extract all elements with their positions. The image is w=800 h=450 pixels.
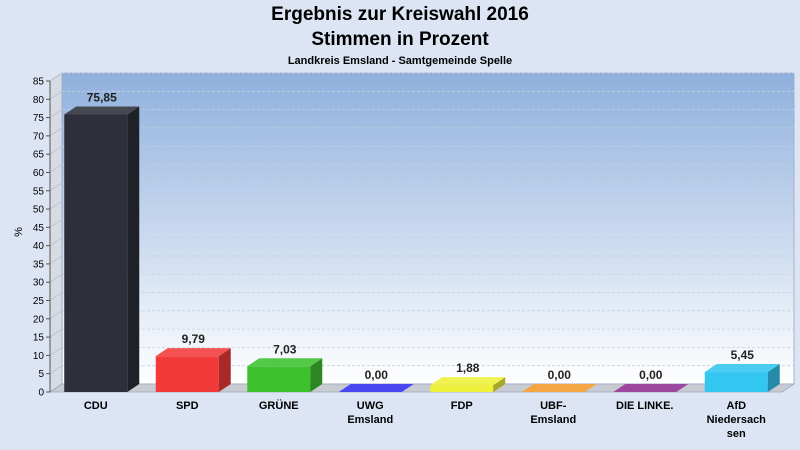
gridline-side: [49, 90, 63, 100]
bar-ubf-emsland: [521, 384, 597, 392]
x-tick-label-line: AfD: [726, 400, 746, 412]
gridline-side: [49, 200, 63, 210]
gridline-side: [49, 273, 63, 283]
y-tick-label: 20: [33, 314, 45, 325]
bar-side: [493, 377, 506, 392]
data-label: 75,85: [87, 90, 117, 104]
plot-back-wall: [61, 72, 795, 385]
data-label: 5,45: [731, 348, 755, 362]
chart-subtitle: Landkreis Emsland - Samtgemeinde Spelle: [287, 55, 513, 67]
y-tick-label: 65: [33, 150, 45, 161]
bar-top: [64, 106, 140, 115]
bar-side: [767, 364, 780, 392]
bar-front: [64, 114, 128, 392]
chart-title-line1: Ergebnis zur Kreiswahl 2016: [271, 4, 529, 25]
x-tick-label: FDP: [451, 400, 473, 412]
data-label: 0,00: [365, 368, 389, 382]
y-tick-label: 0: [38, 388, 44, 399]
y-tick-label: 10: [33, 351, 45, 362]
y-tick-label: 15: [33, 333, 45, 344]
y-tick-label: 60: [33, 168, 45, 179]
y-tick-label: 45: [33, 223, 45, 234]
chart-title-line2: Stimmen in Prozent: [311, 29, 489, 50]
bar-top: [704, 364, 780, 373]
bar-gr-ne: [247, 358, 323, 392]
bar-cdu: [64, 106, 140, 392]
x-tick-label: GRÜNE: [259, 399, 299, 412]
x-tick-label: SPD: [176, 400, 199, 412]
x-tick-label-line: Emsland: [530, 414, 576, 426]
x-tick-label: CDU: [84, 400, 108, 412]
data-label: 1,88: [456, 361, 480, 375]
bar-fdp: [430, 377, 506, 392]
gridline-side: [49, 127, 63, 137]
bar-side: [127, 106, 140, 392]
gridline-side: [49, 328, 63, 338]
y-tick-label: 5: [38, 369, 44, 380]
bar-top: [247, 358, 323, 367]
x-tick-label-line: GRÜNE: [259, 399, 299, 412]
y-tick-label: 30: [33, 278, 45, 289]
x-tick-label-line: Niedersach: [707, 414, 767, 426]
gridline-side: [49, 292, 63, 301]
gridline-side: [49, 237, 63, 246]
gridline-side: [49, 145, 63, 155]
gridline-side: [49, 255, 63, 265]
x-tick-label: UWG Emsland: [347, 400, 393, 426]
x-tick-label-line: UBF-: [540, 400, 567, 412]
y-tick-label: 75: [33, 113, 45, 124]
data-label: 0,00: [548, 368, 572, 382]
y-tick-label: 35: [33, 259, 45, 270]
bar-side: [218, 348, 231, 392]
bar-front: [155, 356, 219, 392]
x-tick-label-line: CDU: [84, 400, 108, 412]
x-tick-label-line: SPD: [176, 400, 199, 412]
bar-front: [704, 372, 768, 392]
y-tick-label: 55: [33, 186, 45, 197]
y-tick-label: 25: [33, 296, 45, 307]
x-tick-label-line: Emsland: [347, 414, 393, 426]
data-label: 9,79: [182, 332, 206, 346]
bar-uwg-emsland: [338, 384, 414, 392]
bar-top: [521, 384, 597, 392]
bar-front: [430, 385, 494, 392]
gridline-side: [49, 109, 63, 118]
y-tick-label: 40: [33, 241, 45, 252]
bar-spd: [155, 348, 231, 392]
bar-top: [338, 384, 414, 392]
x-tick-label: UBF- Emsland: [530, 400, 576, 426]
plot-side-wall: [49, 72, 63, 393]
gridline-side: [49, 347, 63, 356]
gridline-side: [49, 219, 63, 228]
gridline-side: [49, 164, 63, 173]
data-label: 7,03: [273, 342, 297, 356]
y-tick-label: 85: [33, 77, 45, 88]
gridline-side: [49, 310, 63, 320]
bar-top: [155, 348, 231, 357]
y-tick-label: 50: [33, 205, 45, 216]
x-tick-label-line: UWG: [357, 400, 384, 412]
bar-front: [247, 366, 311, 392]
bar-side: [310, 358, 323, 392]
bar-top: [430, 377, 506, 386]
x-tick-label-line: FDP: [451, 400, 473, 412]
bar-afd-niedersachsen: [704, 364, 780, 392]
x-tick-label: DIE LINKE.: [616, 400, 673, 412]
gridline-side: [49, 365, 63, 375]
y-tick-label: 70: [33, 131, 45, 142]
bar-top: [613, 384, 689, 392]
bar-die-linke-: [613, 384, 689, 392]
x-tick-label-line: DIE LINKE.: [616, 400, 673, 412]
gridline-side: [49, 182, 63, 192]
data-label: 0,00: [639, 368, 663, 382]
y-axis-label: %: [13, 227, 25, 237]
x-tick-label-line: sen: [727, 428, 746, 440]
y-tick-label: 80: [33, 95, 45, 106]
gridline-side: [49, 72, 63, 82]
x-tick-label: AfD Niedersach sen: [707, 400, 767, 440]
